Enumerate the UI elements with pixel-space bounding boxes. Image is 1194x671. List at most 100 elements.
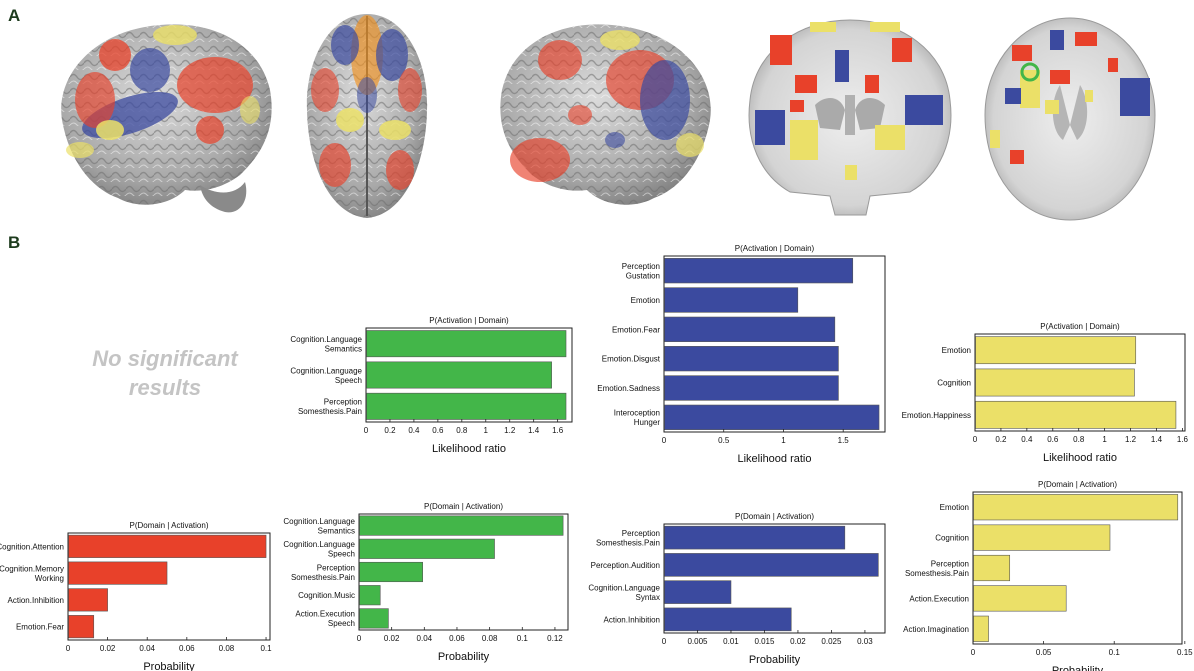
bar [366,330,567,358]
plot-frame [358,513,569,631]
x-axis-label: Likelihood ratio [738,453,812,465]
brain-axial-slice [984,17,1156,221]
chart-blue-probability: P(Domain | Activation) Perception Somesthe… [585,506,895,671]
chart-title: P(Domain | Activation) [424,502,503,511]
chart-title: P(Domain | Activation) [735,512,814,521]
tick-label: 0.1 [1109,648,1121,657]
tick-label: 1.6 [552,426,564,435]
category-label: Cognition.Language Speech [283,540,355,559]
tick-label: 0.2 [384,426,396,435]
brain-coronal-slice [748,19,952,216]
category-label: Action.Execution [909,594,969,603]
tick-label: 1.2 [504,426,516,435]
category-label: Cognition [935,534,969,543]
bar [975,336,1137,365]
bar [664,553,879,577]
bar [68,588,108,612]
tick-label: 0.02 [100,644,116,653]
bar [68,534,267,558]
plot-frame [972,491,1183,645]
bar [68,561,168,585]
tick-label: 0.15 [1177,648,1193,657]
tick-label: 0 [357,634,362,643]
tick-label: 0.06 [449,634,465,643]
tick-label: 0 [973,435,978,444]
chart-title: P(Activation | Domain) [1040,322,1120,331]
tick-label: 0 [971,648,976,657]
tick-label: 1.2 [1125,435,1137,444]
yellow-lr-svg: P(Activation | Domain) Emotion Cognition Em… [902,322,1189,464]
tick-label: 0.6 [1047,435,1059,444]
tick-label: 0.6 [432,426,444,435]
category-label: Cognition [937,379,971,388]
green-prob-svg: P(Domain | Activation) Cognition.Language… [283,502,569,663]
chart-red-probability: P(Domain | Activation) Cognition.Attentio… [0,515,282,671]
category-label: Cognition.Language Semantics [283,517,355,536]
bar [359,561,423,583]
bar [366,392,567,420]
tick-label: 0.04 [139,644,155,653]
bar [975,400,1177,429]
tick-label: 0.01 [723,637,739,646]
tick-label: 0.02 [790,637,806,646]
tick-label: 0.015 [754,637,775,646]
bar [359,515,564,536]
tick-label: 0 [66,644,71,653]
tick-label: 0.12 [547,634,563,643]
category-label: Action.Execution Speech [295,610,355,629]
plot-frame [663,255,886,433]
tick-label: 0.08 [219,644,235,653]
bar [359,538,495,559]
brain-left-lateral-view [61,24,272,213]
category-label: Perception Somesthesis.Pain [291,563,355,582]
bar [366,361,552,389]
tick-label: 0.5 [718,436,730,445]
bar [973,615,989,642]
bar [664,316,836,342]
category-label: Cognition.Language Semantics [290,335,362,354]
x-axis-label: Likelihood ratio [1043,452,1117,464]
tick-label: 1.5 [838,436,850,445]
chart-title: P(Domain | Activation) [130,521,209,530]
tick-label: 0.04 [417,634,433,643]
bar [68,615,95,639]
tick-label: 0.03 [857,637,873,646]
category-label: Action.Inhibition [8,596,64,605]
x-axis-label: Probability [143,661,195,671]
bar [664,287,799,313]
chart-green-probability: P(Domain | Activation) Cognition.Language… [280,496,580,671]
category-label: Action.Inhibition [604,615,660,624]
category-label: Emotion [940,503,969,512]
tick-label: 0 [364,426,369,435]
x-axis-label: Probability [749,654,801,666]
panel-b-label: B [8,233,21,252]
green-lr-svg: P(Activation | Domain) Cognition.Language… [290,316,573,455]
category-label: Perception Somesthesis.Pain [905,559,969,578]
category-label: Emotion.Disgust [602,355,661,364]
tick-label: 0.06 [179,644,195,653]
x-axis-label: Probability [1052,665,1104,671]
chart-title: P(Domain | Activation) [1038,480,1117,489]
category-label: Cognition.Language Speech [290,366,362,385]
bar [973,524,1111,551]
bar [664,525,846,550]
panel-a-label: A [8,6,21,25]
tick-label: 0.05 [1036,648,1052,657]
plot-frame [663,523,886,634]
category-label: Cognition.Language Syntax [588,583,660,602]
bar [664,375,839,401]
category-label: Emotion [942,346,971,355]
bar [664,607,792,632]
brain-superior-view [306,14,428,218]
tick-label: 0.02 [384,634,400,643]
yellow-prob-svg: P(Domain | Activation) Emotion Cognition Pe… [903,480,1193,671]
category-label: Emotion.Sadness [597,384,660,393]
chart-green-likelihood: P(Activation | Domain) Cognition.Language… [282,308,582,455]
category-label: Action.Imagination [903,625,969,634]
plot-frame [67,532,271,641]
tick-label: 0.4 [408,426,420,435]
category-label: Emotion.Fear [612,325,660,334]
bar [359,585,381,606]
category-label: Cognition.Memory Working [0,564,64,583]
bar [973,554,1011,582]
